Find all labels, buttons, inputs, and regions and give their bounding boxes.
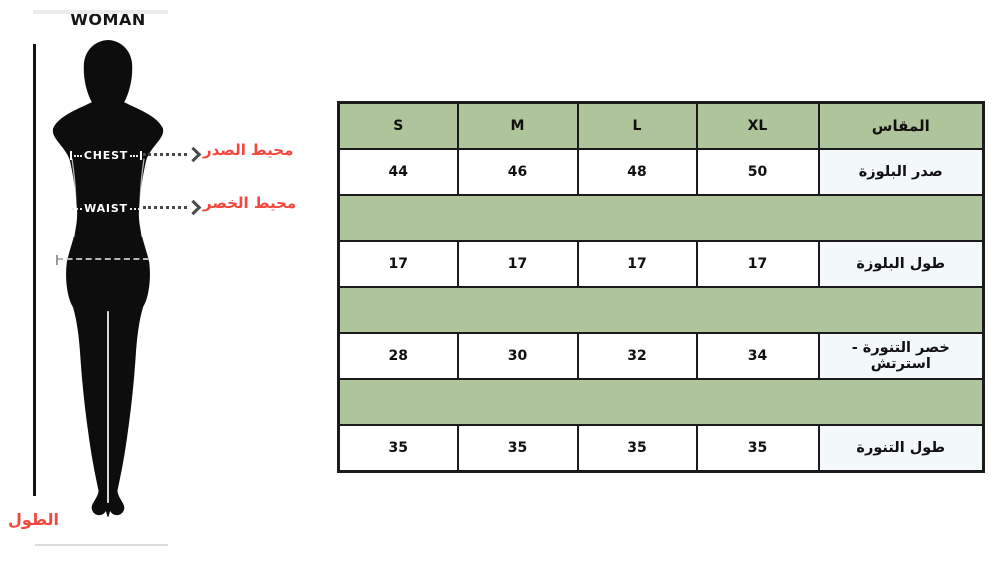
size-table-row: 35 35 35 35 طول التنورة (337, 424, 985, 473)
size-value-cell: 17 (456, 240, 579, 288)
chevron-right-icon (185, 199, 202, 215)
measure-label-cell: طول البلوزة (817, 240, 985, 288)
size-column-header: XL (695, 101, 820, 150)
size-column-header: L (576, 101, 698, 150)
chest-measure-marker: CHEST (70, 148, 142, 163)
hip-left-tick (56, 255, 58, 265)
size-value-cell: 44 (337, 148, 459, 196)
spacer-row (337, 378, 985, 426)
waist-left-tick (68, 204, 70, 213)
size-value-cell: 50 (695, 148, 820, 196)
size-value-cell: 35 (576, 424, 698, 473)
woman-silhouette-icon (52, 40, 164, 517)
waist-label: WAIST (84, 202, 128, 215)
waist-dotted-left (72, 207, 83, 210)
size-value-cell: 46 (456, 148, 579, 196)
size-table-header-row: S M L XL المقاس (337, 101, 985, 150)
waist-leader-dots (143, 205, 187, 209)
size-value-cell: 34 (695, 332, 820, 380)
size-value-cell: 32 (576, 332, 698, 380)
size-table-row: 28 30 32 34 خصر التنورة - استرتش (337, 332, 985, 380)
chevron-right-icon (185, 146, 202, 162)
chest-leader (143, 146, 202, 162)
spacer-row (337, 194, 985, 242)
chest-label: CHEST (83, 149, 129, 162)
size-value-cell: 35 (337, 424, 459, 473)
size-table-row: 44 46 48 50 صدر البلوزة (337, 148, 985, 196)
waist-dotted-right (129, 207, 141, 210)
size-column-header: M (456, 101, 579, 150)
figure-title: WOMAN (70, 10, 146, 29)
chest-leader-dots (143, 152, 187, 156)
chest-right-tick (140, 151, 142, 160)
size-value-cell: 28 (337, 332, 459, 380)
spacer-cell (337, 194, 985, 242)
spacer-row (337, 286, 985, 334)
waist-leader (143, 199, 202, 215)
spacer-cell (337, 286, 985, 334)
size-value-cell: 17 (576, 240, 698, 288)
top-divider (33, 10, 168, 14)
spacer-cell (337, 378, 985, 426)
chest-dotted-left (74, 154, 82, 157)
waist-label-arabic: محيط الخصر (203, 194, 297, 212)
size-column-header: S (337, 101, 459, 150)
measure-label-cell: خصر التنورة - استرتش (817, 332, 985, 380)
waist-measure-marker: WAIST (68, 201, 145, 216)
height-measure-line (33, 44, 36, 496)
size-value-cell: 48 (576, 148, 698, 196)
waist-right-tick (142, 204, 145, 213)
measure-label-cell: صدر البلوزة (817, 148, 985, 196)
size-value-cell: 35 (456, 424, 579, 473)
chest-dotted-right (130, 154, 138, 157)
size-table: S M L XL المقاس 44 46 48 50 صدر البلوزة 17 17 17 17 ط… (337, 101, 985, 473)
size-table-row: 17 17 17 17 طول البلوزة (337, 240, 985, 288)
size-value-cell: 35 (695, 424, 820, 473)
hip-measure-line (56, 255, 149, 265)
size-value-cell: 17 (695, 240, 820, 288)
chest-label-arabic: محيط الصدر (203, 141, 294, 159)
measure-label-cell: طول التنورة (817, 424, 985, 473)
measure-column-header: المقاس (817, 101, 985, 150)
size-value-cell: 30 (456, 332, 579, 380)
bottom-divider (35, 544, 168, 546)
size-value-cell: 17 (337, 240, 459, 288)
height-label-arabic: الطول (8, 510, 59, 529)
chest-left-tick (70, 151, 72, 160)
